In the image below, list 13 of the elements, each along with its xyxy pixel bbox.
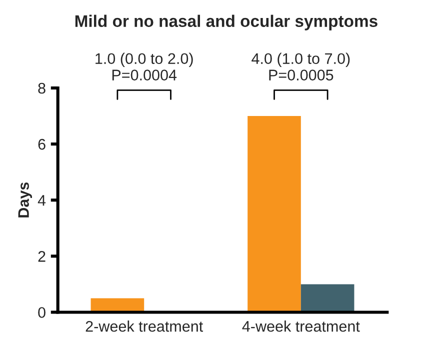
y-tick-label: 0 xyxy=(38,307,46,318)
y-tick-label: 8 xyxy=(38,82,46,94)
x-tick-label: 2-week treatment xyxy=(86,320,203,332)
y-tick-label: 4 xyxy=(38,195,46,206)
y-tick-label: 6 xyxy=(38,138,46,150)
x-tick-label: 4-week treatment xyxy=(242,320,360,332)
bar xyxy=(300,284,354,312)
y-tick-label: 2 xyxy=(38,251,46,262)
bar xyxy=(248,116,301,312)
y-axis-title: Days xyxy=(18,182,32,218)
text: 4.0 (1.0 to 7.0) P=0.0005 xyxy=(252,52,350,80)
text: 1.0 (0.0 to 2.0) P=0.0004 xyxy=(96,52,193,80)
chart-title: Mild or no nasal and ocular symptoms xyxy=(75,14,378,30)
